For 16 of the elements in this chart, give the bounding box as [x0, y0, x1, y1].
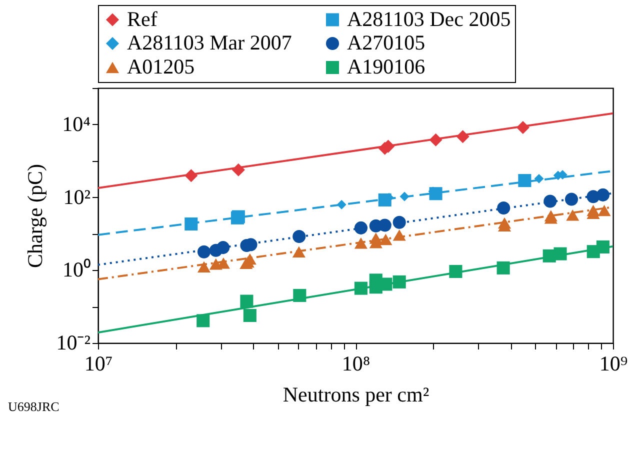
y-tick-label: 10²	[63, 184, 90, 209]
legend-label: A01205	[127, 54, 195, 78]
legend-label: A270105	[347, 30, 426, 54]
x-tick-label: 10⁹	[599, 352, 628, 376]
legend-label: Ref	[127, 6, 158, 31]
legend-label: A281103 Mar 2007	[127, 30, 292, 54]
x-tick-label: 10⁷	[84, 352, 113, 376]
legend-label: A281103 Dec 2005	[347, 6, 511, 31]
y-tick-label: 10⁴	[62, 112, 90, 136]
y-tick-label: 10⁰	[62, 258, 90, 282]
y-axis-title: Charge (pC)	[23, 164, 48, 268]
x-axis-title: Neutrons per cm²	[282, 382, 430, 406]
text: U698JRC	[8, 399, 60, 414]
y-tick-label: 10⁻²	[56, 330, 90, 354]
legend-label: A190106	[347, 54, 426, 78]
x-tick-label: 10⁸	[342, 352, 370, 376]
